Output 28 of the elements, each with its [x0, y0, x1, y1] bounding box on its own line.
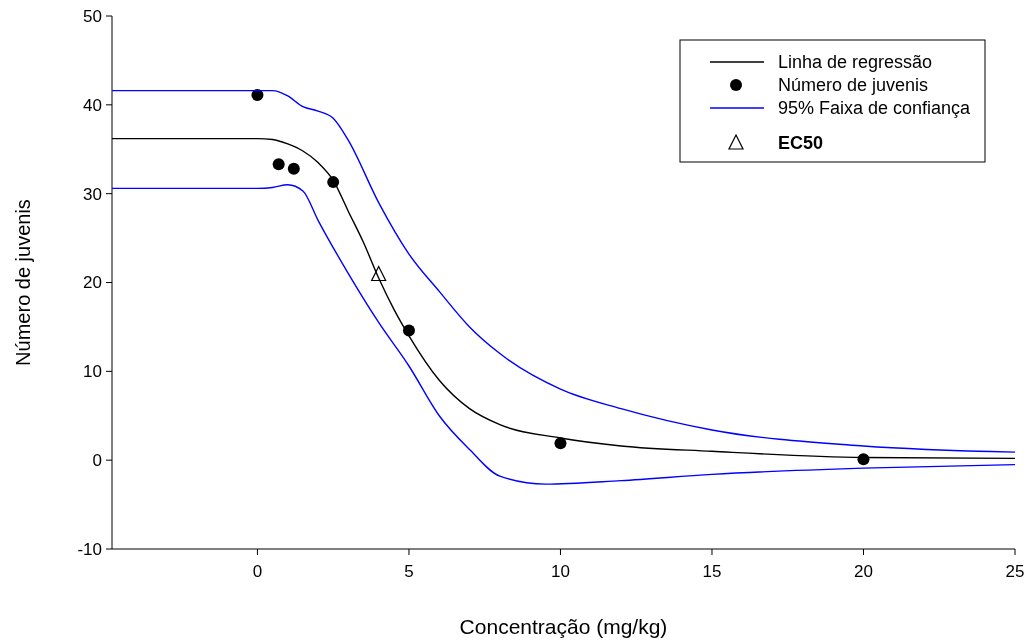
line-series: [111, 184, 1016, 485]
point: [272, 158, 285, 171]
x-tick-label: 15: [702, 562, 722, 581]
x-axis-title: Concentração (mg/kg): [459, 615, 668, 638]
point: [402, 324, 415, 337]
x-tick-label: 20: [854, 562, 873, 581]
x-tick-label: 0: [252, 562, 263, 581]
point: [251, 89, 264, 102]
x-tick-label: 10: [551, 562, 570, 581]
point: [857, 453, 870, 466]
point: [327, 176, 340, 189]
y-tick-label: 30: [83, 184, 102, 204]
legend-label: EC50: [778, 133, 824, 154]
legend-label: 95% Faixa de confiança: [778, 98, 972, 119]
y-tick-label: 0: [92, 451, 102, 471]
legend-label: Número de juvenis: [778, 75, 929, 96]
y-tick-label: 40: [83, 95, 102, 115]
y-axis-title: Número de juvenis: [12, 199, 34, 366]
y-tick-label: 10: [83, 362, 102, 382]
point: [287, 162, 300, 175]
legend-label: Linha de regressão: [778, 52, 933, 73]
y-tick-label: -10: [77, 539, 102, 559]
x-tick-label: 25: [1005, 562, 1025, 581]
y-tick-label: 20: [83, 273, 102, 293]
y-tick-label: 50: [83, 6, 102, 26]
point: [371, 265, 387, 282]
point: [554, 437, 567, 450]
x-tick-label: 5: [404, 562, 414, 581]
